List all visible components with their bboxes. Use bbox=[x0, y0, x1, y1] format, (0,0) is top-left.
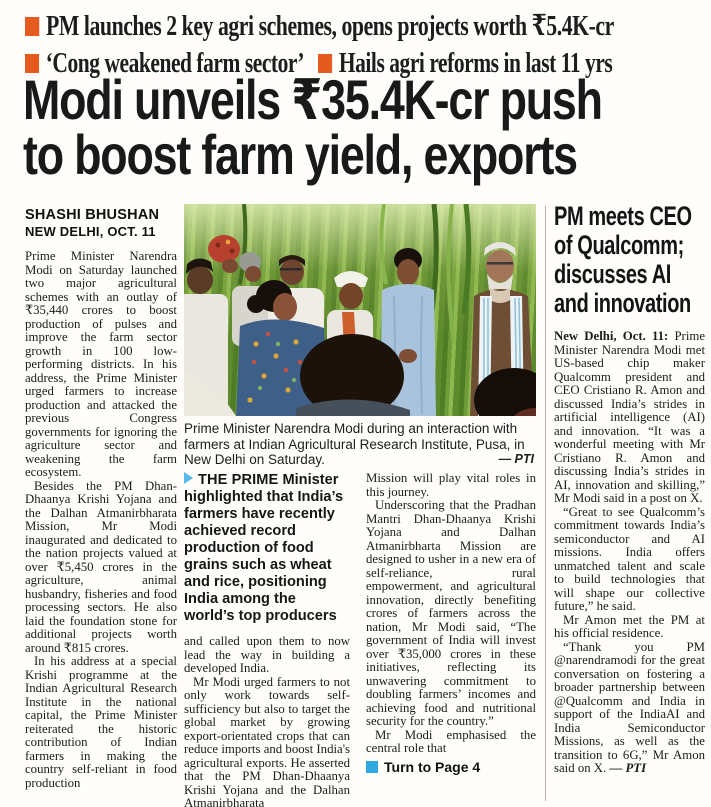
pull-quote-lead: THE PRIME bbox=[198, 472, 279, 488]
column-1: Prime Minister Narendra Modi on Saturday… bbox=[25, 249, 177, 790]
column-3: Mission will play vital roles in this jo… bbox=[366, 471, 536, 775]
photo-illustration bbox=[184, 204, 536, 416]
main-headline-line-2: to boost farm yield, exports bbox=[23, 123, 578, 186]
body-paragraph: Mr Modi urged farmers to not only work t… bbox=[184, 674, 350, 807]
column-divider bbox=[545, 206, 546, 801]
pull-quote: THE PRIME Minister highlighted that Indi… bbox=[184, 472, 350, 625]
body-paragraph: Underscoring that the Pradhan Mantri Dha… bbox=[366, 498, 536, 728]
square-bullet-icon bbox=[366, 760, 378, 773]
square-bullet-icon bbox=[25, 17, 40, 36]
kicker-text-2b: Hails agri reforms in last 11 yrs bbox=[338, 47, 613, 79]
body-paragraph: Besides the PM Dhan-Dhaanya Krishi Yojan… bbox=[25, 478, 177, 655]
article-photo: Prime Minister Narendra Modi during an i… bbox=[184, 204, 536, 469]
sidebar-headline-line: and innovation bbox=[554, 288, 691, 318]
sidebar-article: PM meets CEO of Qualcomm; discusses AI a… bbox=[554, 202, 705, 776]
sidebar-headline-line: of Qualcomm; bbox=[554, 230, 684, 260]
sidebar-credit: — PTI bbox=[609, 761, 647, 775]
square-bullet-icon bbox=[25, 54, 40, 73]
turn-to-page-label: Turn to Page 4 bbox=[384, 758, 481, 775]
kicker-headlines: PM launches 2 key agri schemes, opens pr… bbox=[25, 8, 711, 82]
body-paragraph: Mission will play vital roles in this jo… bbox=[366, 471, 536, 499]
body-paragraph: Mr Amon met the PM at his official resid… bbox=[554, 612, 705, 640]
sidebar-headline-line: PM meets CEO bbox=[554, 201, 692, 231]
body-paragraph: In his address at a special Krishi progr… bbox=[25, 654, 177, 790]
sidebar-headline-line: discusses AI bbox=[554, 259, 671, 289]
byline-dateline: NEW DELHI, OCT. 11 bbox=[25, 224, 156, 239]
pull-quote-text: Minister highlighted that India’s farmer… bbox=[184, 472, 344, 624]
body-paragraph: New Delhi, Oct. 11: Prime Minister Naren… bbox=[554, 329, 706, 506]
sidebar-body: New Delhi, Oct. 11: Prime Minister Naren… bbox=[554, 329, 706, 776]
body-paragraph: Prime Minister Narendra Modi on Saturday… bbox=[25, 249, 177, 479]
sidebar-headline: PM meets CEO of Qualcomm; discusses AI a… bbox=[554, 202, 705, 318]
farm-interaction-scene bbox=[184, 204, 536, 416]
main-headline-line-1: Modi unveils ₹35.4K-cr push bbox=[23, 68, 603, 131]
column-2: THE PRIME Minister highlighted that Indi… bbox=[184, 472, 350, 807]
kicker-text-2a: ‘Cong weakened farm sector’ bbox=[45, 47, 305, 79]
photo-caption-text: Prime Minister Narendra Modi during an i… bbox=[184, 421, 525, 467]
photo-credit: — PTI bbox=[498, 452, 534, 466]
photo-caption: Prime Minister Narendra Modi during an i… bbox=[184, 421, 536, 469]
triangle-bullet-icon bbox=[184, 472, 193, 484]
turn-to-page: Turn to Page 4 bbox=[366, 759, 536, 775]
sidebar-paragraph-text: “Thank you PM @narendramodi for the grea… bbox=[554, 639, 705, 775]
body-paragraph: “Great to see Qualcomm’s commitment towa… bbox=[554, 504, 705, 613]
body-paragraph: “Thank you PM @narendramodi for the grea… bbox=[554, 639, 705, 776]
byline: SHASHI BHUSHAN NEW DELHI, OCT. 11 bbox=[25, 206, 159, 240]
kicker-line-1: PM launches 2 key agri schemes, opens pr… bbox=[25, 8, 620, 45]
square-bullet-icon bbox=[318, 54, 333, 73]
main-headline: Modi unveils ₹35.4K-cr push to boost far… bbox=[23, 68, 711, 186]
sidebar-dateline: New Delhi, Oct. 11: bbox=[554, 329, 669, 343]
kicker-text-1: PM launches 2 key agri schemes, opens pr… bbox=[46, 10, 614, 42]
sidebar-paragraph-text: Prime Minister Narendra Modi met US-base… bbox=[554, 329, 706, 505]
body-paragraph: Mr Modi emphasised the central role that bbox=[366, 727, 536, 755]
kicker-line-2: ‘Cong weakened farm sector’ Hails agri r… bbox=[25, 45, 613, 82]
byline-author: SHASHI BHUSHAN bbox=[25, 207, 160, 223]
body-paragraph: and called upon them to now lead the way… bbox=[184, 634, 350, 675]
